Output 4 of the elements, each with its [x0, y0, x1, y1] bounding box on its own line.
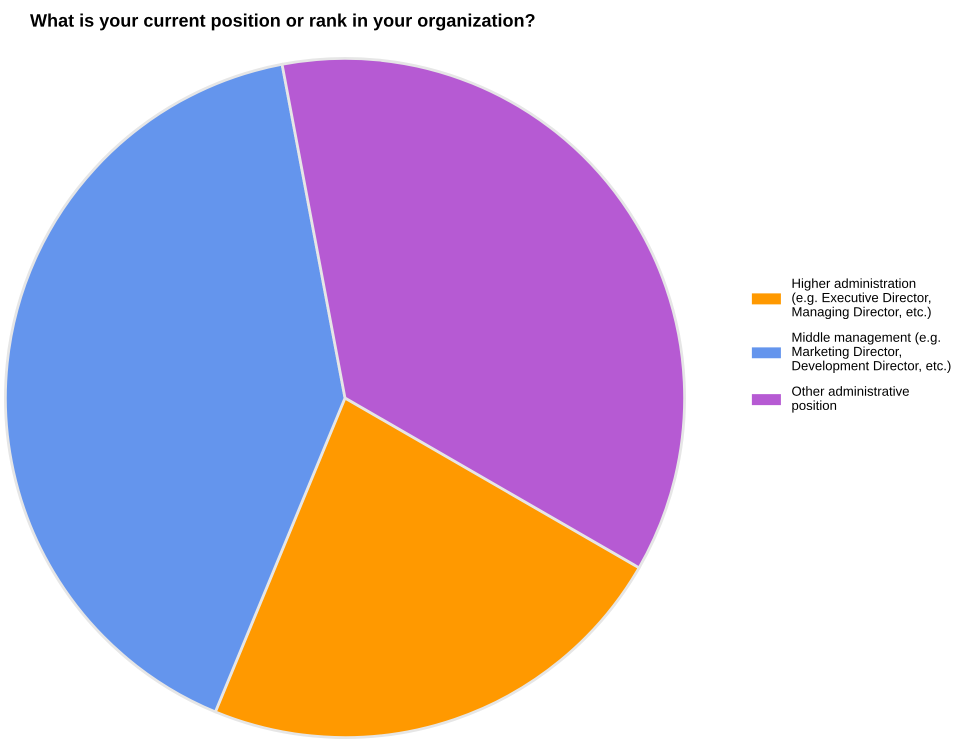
- legend-label: Other administrative position: [792, 386, 909, 413]
- legend-label: Middle management (e.g. Marketing Director, Development Director, etc.): [792, 332, 950, 373]
- legend-label: Higher administration (e.g. Executive Director, Managing Director, etc.): [792, 278, 931, 320]
- chart-title: What is your current position or rank in your organization?: [30, 14, 535, 30]
